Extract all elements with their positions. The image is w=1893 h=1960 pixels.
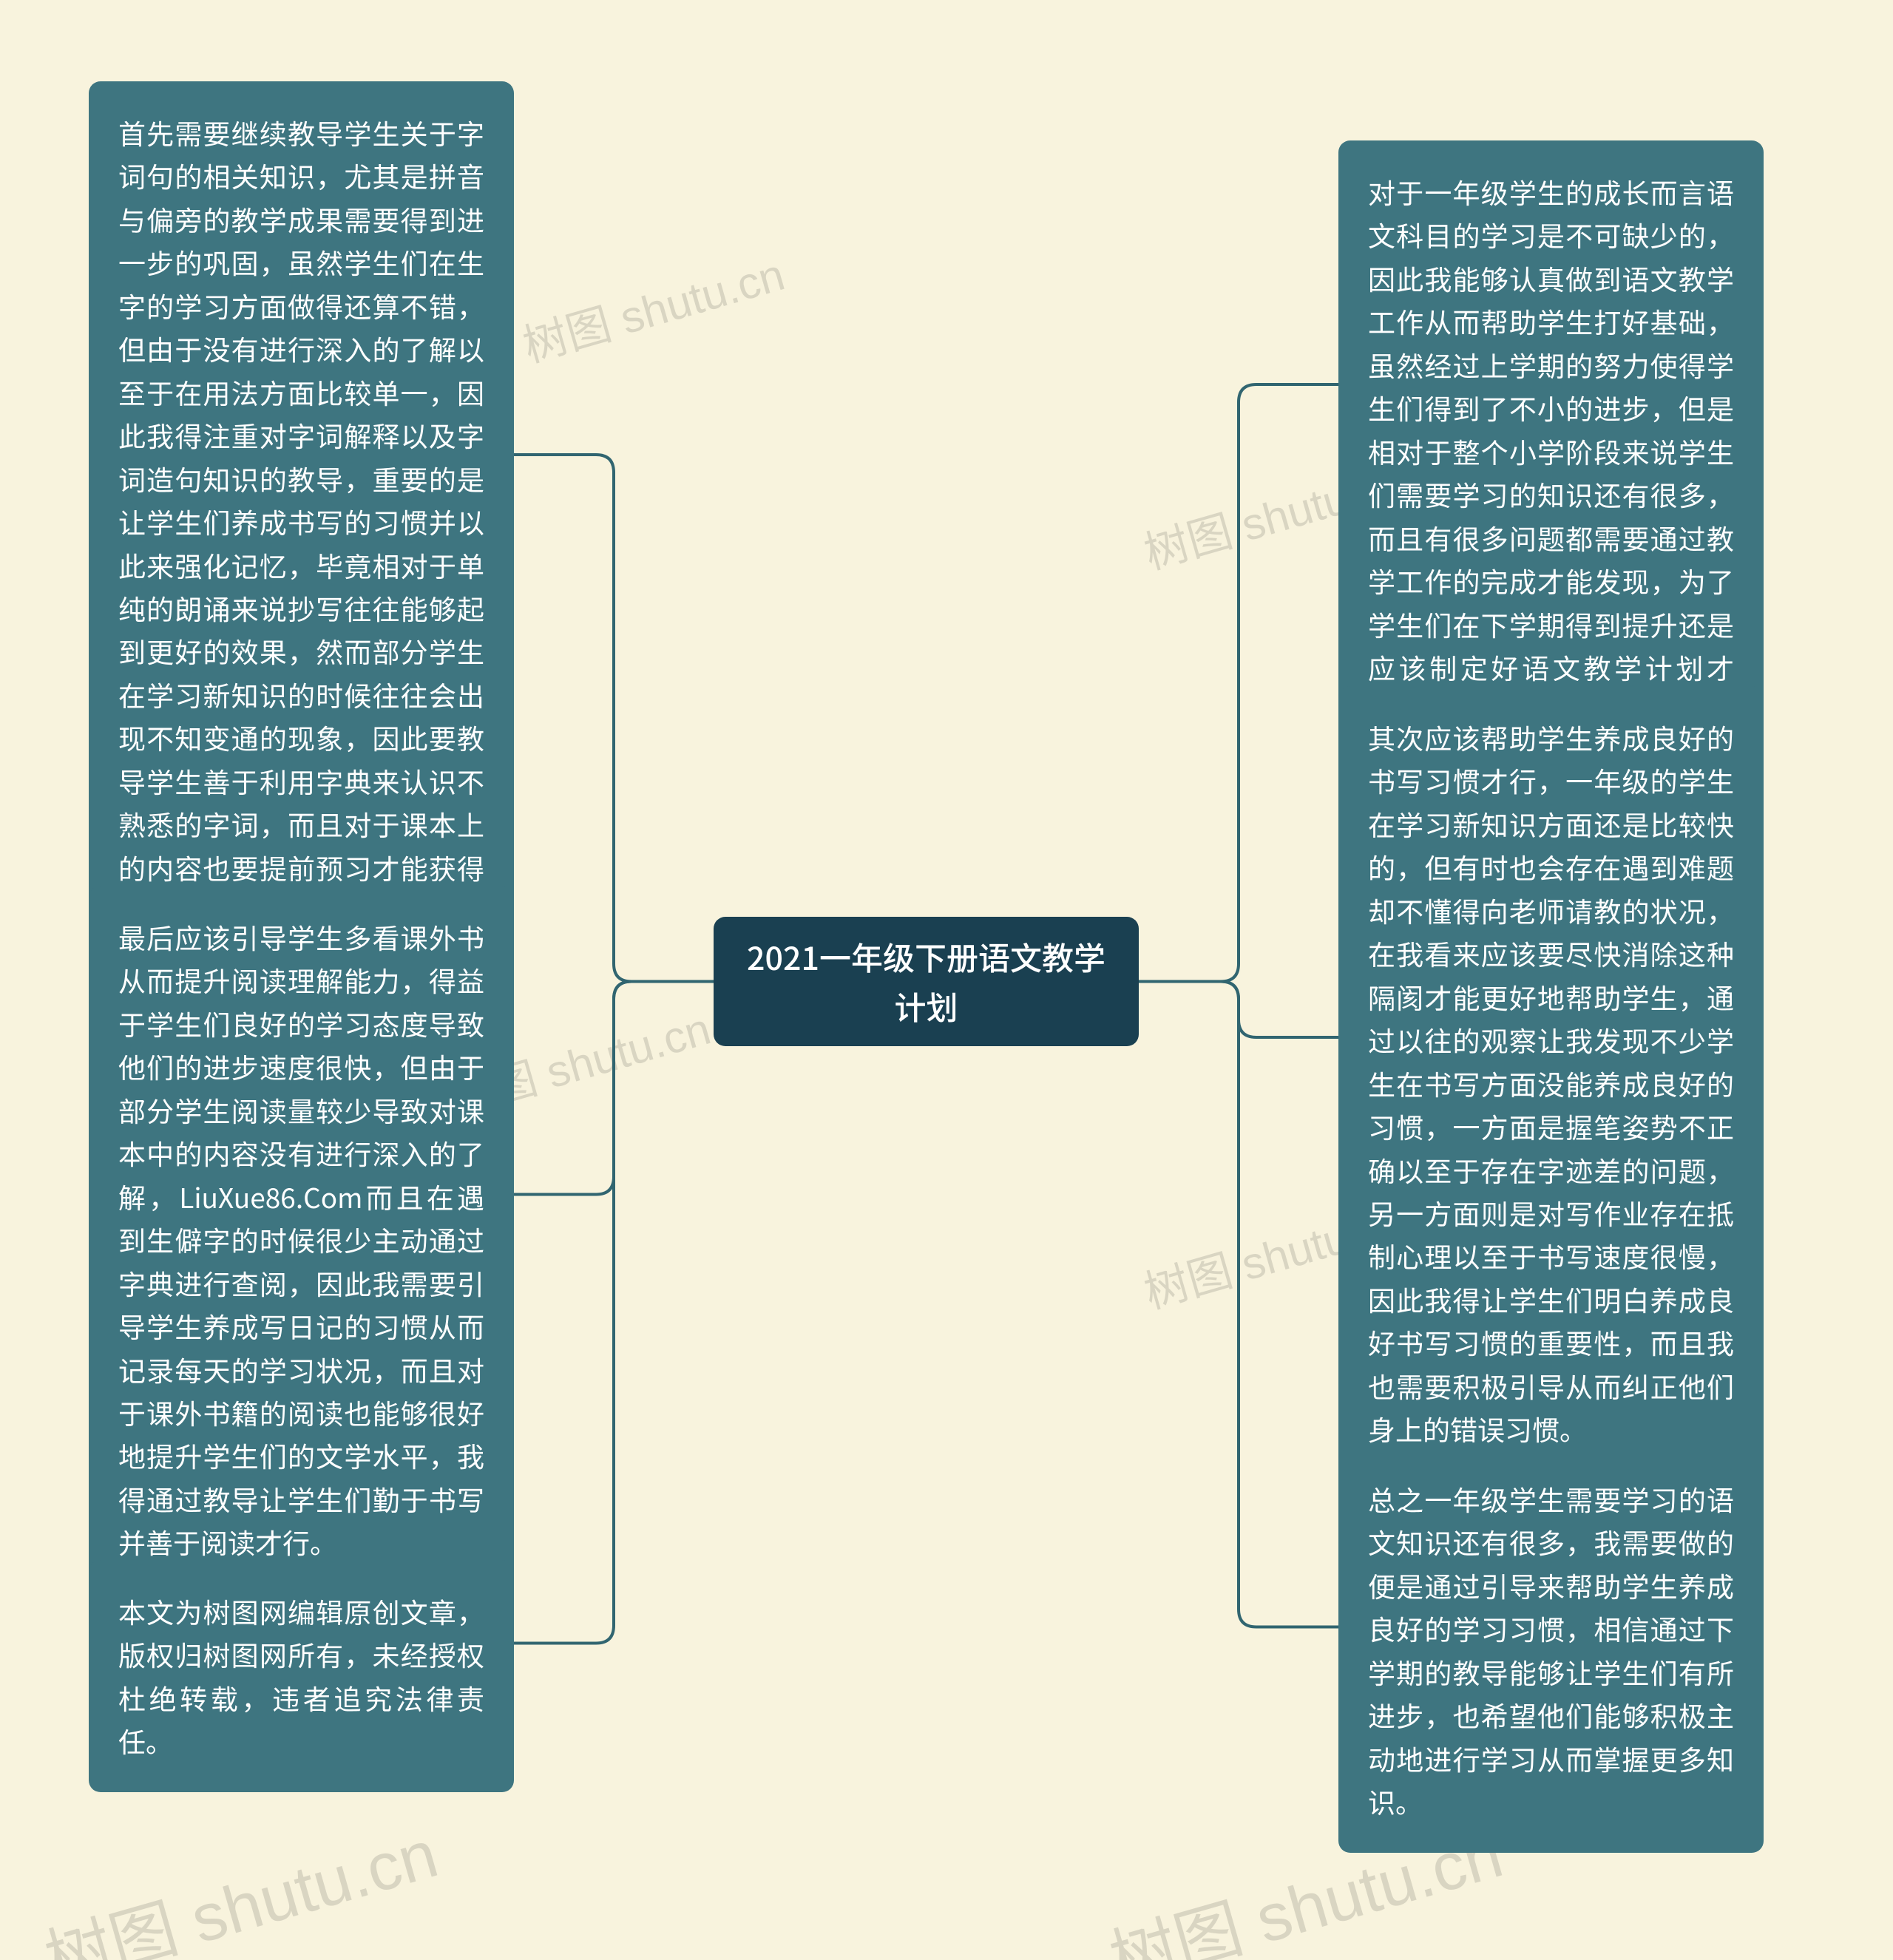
center-node: 2021一年级下册语文教学计划 — [714, 917, 1139, 1046]
center-node-text: 2021一年级下册语文教学计划 — [743, 932, 1109, 1031]
branch-right-2: 其次应该帮助学生养成良好的书写习惯才行，一年级的学生在学习新知识方面还是比较快的… — [1338, 686, 1764, 1480]
mindmap-canvas: 树图 shutu.cn 树图 shutu.cn 树图 shutu.cn 树图 s… — [0, 0, 1893, 1960]
branch-left-1: 首先需要继续教导学生关于字词句的相关知识，尤其是拼音与偏旁的教学成果需要得到进一… — [89, 81, 514, 962]
branch-left-3: 本文为树图网编辑原创文章，版权归树图网所有，未经授权杜绝转载，违者追究法律责任。 — [89, 1560, 514, 1792]
branch-right-3: 总之一年级学生需要学习的语文知识还有很多，我需要做的便是通过引导来帮助学生养成良… — [1338, 1448, 1764, 1853]
branch-text: 首先需要继续教导学生关于字词句的相关知识，尤其是拼音与偏旁的教学成果需要得到进一… — [118, 112, 484, 930]
branch-text: 本文为树图网编辑原创文章，版权归树图网所有，未经授权杜绝转载，违者追究法律责任。 — [118, 1591, 484, 1760]
branch-text: 对于一年级学生的成长而言语文科目的学习是不可缺少的，因此我能够认真做到语文教学工… — [1368, 172, 1734, 730]
branch-left-2: 最后应该引导学生多看课外书从而提升阅读理解能力，得益于学生们良好的学习态度导致他… — [89, 886, 514, 1593]
branch-text: 其次应该帮助学生养成良好的书写习惯才行，一年级的学生在学习新知识方面还是比较快的… — [1368, 717, 1734, 1448]
branch-text: 总之一年级学生需要学习的语文知识还有很多，我需要做的便是通过引导来帮助学生养成良… — [1368, 1479, 1734, 1821]
branch-text: 最后应该引导学生多看课外书从而提升阅读理解能力，得益于学生们良好的学习态度导致他… — [118, 917, 484, 1561]
branch-right-1: 对于一年级学生的成长而言语文科目的学习是不可缺少的，因此我能够认真做到语文教学工… — [1338, 140, 1764, 762]
